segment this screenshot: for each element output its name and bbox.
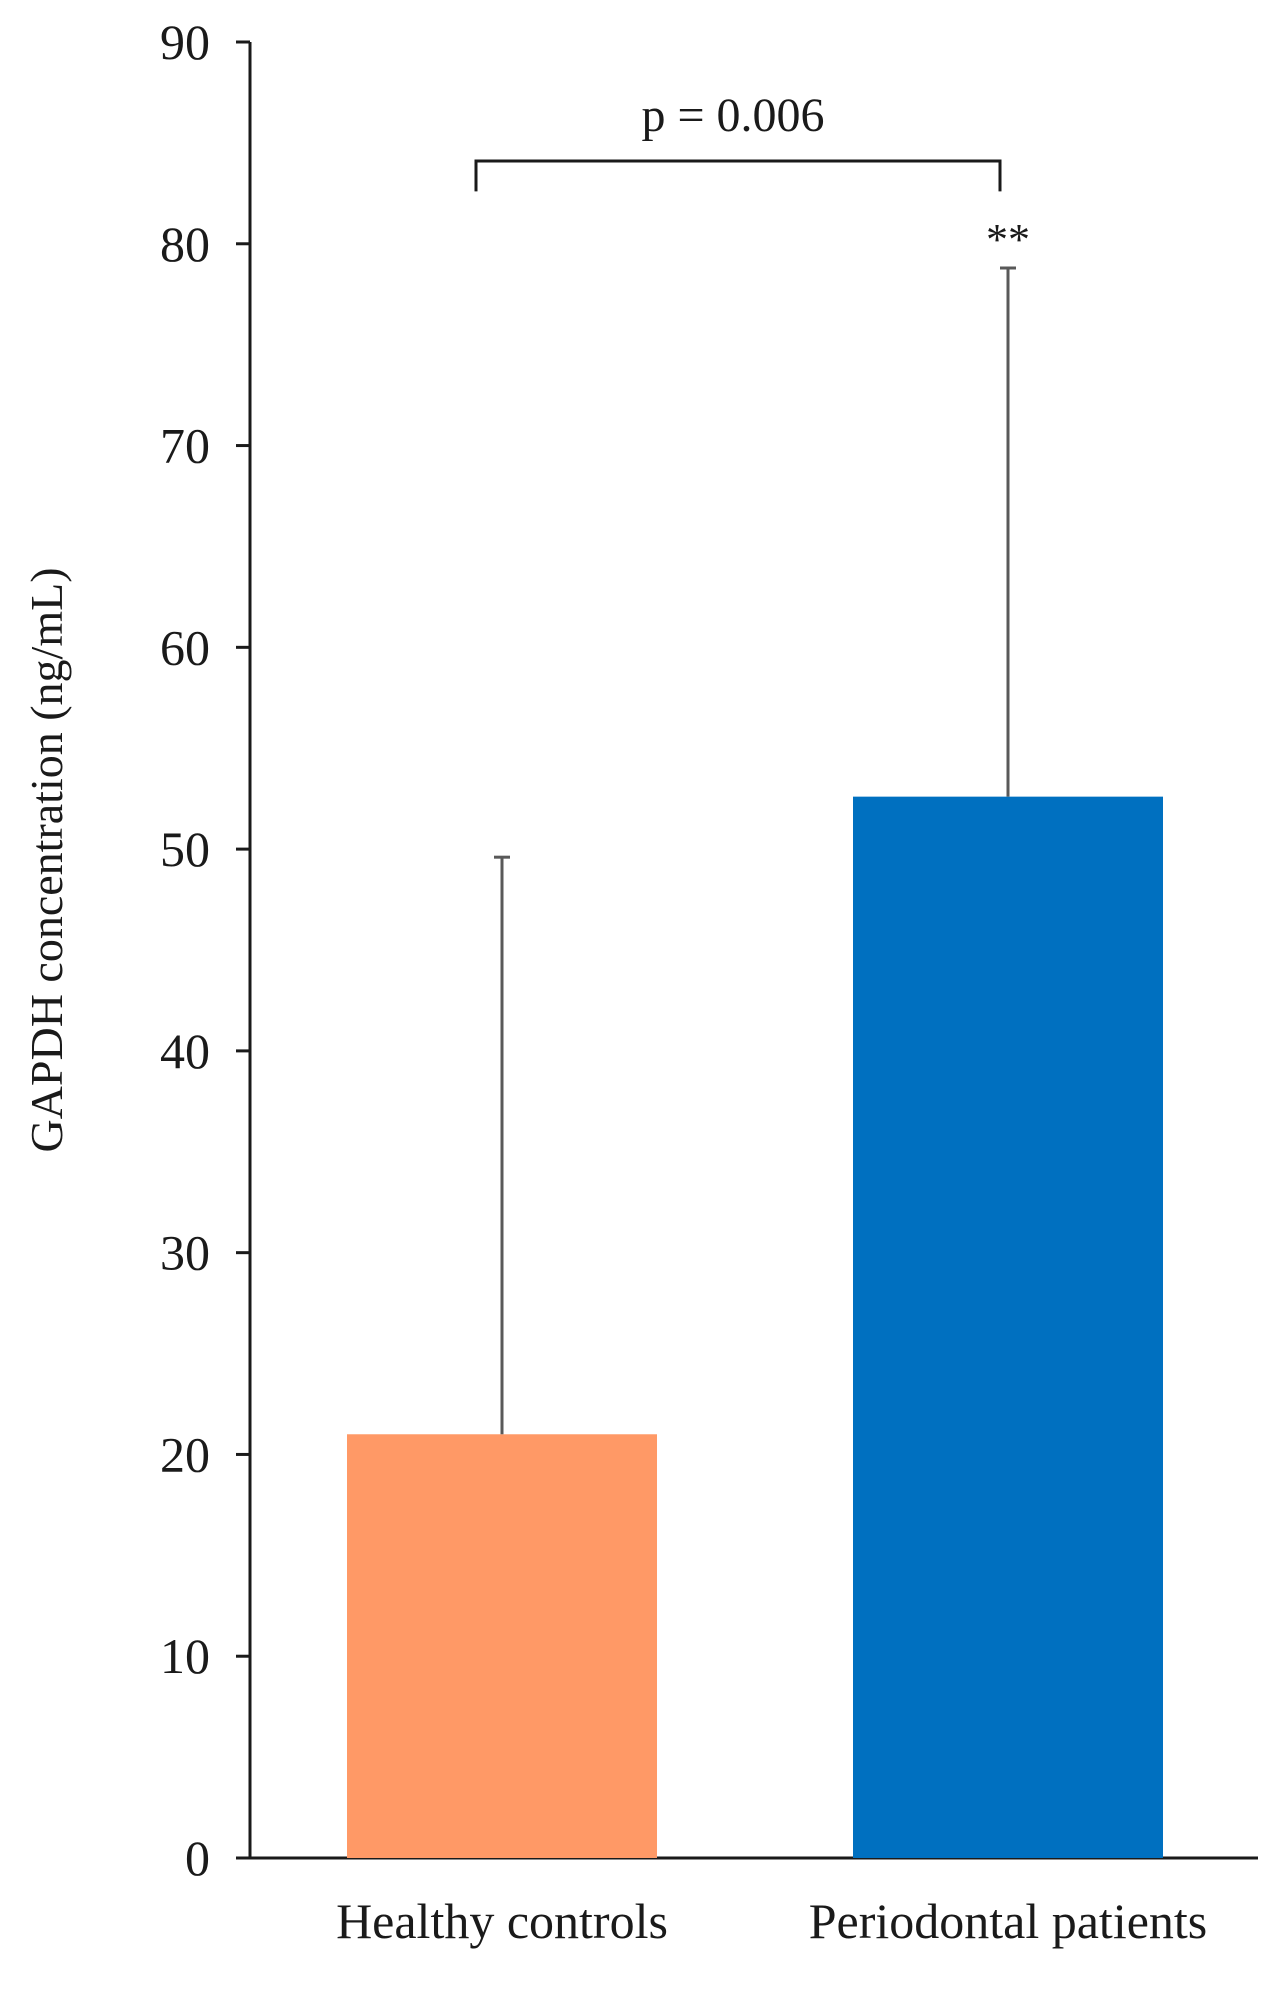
category-label: Healthy controls <box>336 1893 668 1949</box>
y-axis-title: GAPDH concentration (ng/mL) <box>21 567 72 1152</box>
bar-0 <box>347 1434 657 1858</box>
y-tick-label: 80 <box>160 216 210 272</box>
category-label: Periodontal patients <box>809 1893 1208 1949</box>
y-tick-label: 30 <box>160 1225 210 1281</box>
axes-layer: 0 10 20 30 40 50 60 70 80 90 Healthy controls Perio… <box>160 14 1258 1949</box>
y-tick-label: 70 <box>160 418 210 474</box>
y-tick-label: 40 <box>160 1023 210 1079</box>
y-tick-label: 0 <box>185 1830 210 1886</box>
error-bars-layer <box>494 266 1016 1435</box>
y-tick-label: 60 <box>160 619 210 675</box>
significance-bracket <box>474 159 1002 192</box>
y-tick-label: 50 <box>160 821 210 877</box>
p-value-label: p = 0.006 <box>641 89 824 142</box>
bars-layer <box>347 796 1163 1858</box>
annotation-layer <box>474 159 1002 192</box>
bar-1 <box>853 796 1163 1858</box>
significance-stars: ** <box>986 215 1030 264</box>
y-tick-label: 90 <box>160 14 210 70</box>
y-tick-label: 20 <box>160 1426 210 1482</box>
y-tick-label: 10 <box>160 1628 210 1684</box>
